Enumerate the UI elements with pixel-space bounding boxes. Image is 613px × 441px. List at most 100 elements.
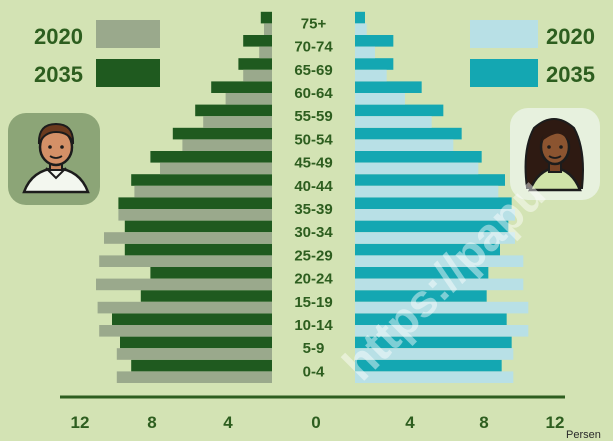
age-labels-group: 0-4 5-9 10-14 15-19 20-24 25-29 30-34 35-39 40-4… — [294, 15, 333, 380]
bar-right-2020-5-9 — [355, 348, 514, 360]
bar-right-2035-40-44 — [355, 174, 505, 186]
bar-left-2035-50-54 — [172, 127, 272, 140]
x-tick-label-2: 4 — [223, 413, 233, 432]
right-bars-group — [355, 11, 529, 383]
x-tick-label-0: 12 — [71, 413, 90, 432]
bar-left-2020-60-64 — [225, 93, 272, 105]
bar-left-2020-65-69 — [243, 69, 272, 82]
bar-left-2020-25-29 — [99, 255, 272, 267]
bar-right-2020-35-39 — [355, 209, 515, 221]
age-label-50-54: 50-54 — [294, 131, 333, 148]
bar-left-2035-35-39 — [118, 197, 273, 209]
bar-right-2020-20-24 — [355, 278, 524, 291]
bar-right-2035-15-19 — [355, 290, 487, 302]
bar-left-2035-75plus — [260, 11, 272, 24]
legend-right: 2020 2035 — [470, 20, 595, 87]
bar-left-2035-20-24 — [150, 267, 272, 279]
bar-right-2035-55-59 — [355, 104, 444, 117]
bar-right-2035-35-39 — [355, 197, 512, 209]
bar-left-2020-75plus — [264, 23, 272, 35]
age-label-20-24: 20-24 — [294, 271, 333, 288]
legend-right-label-2035: 2035 — [546, 62, 595, 87]
bar-left-2035-5-9 — [120, 336, 272, 349]
x-tick-label-4: 4 — [405, 413, 415, 432]
age-label-40-44: 40-44 — [294, 178, 333, 195]
legend-left-label-2035: 2035 — [34, 62, 83, 87]
bar-right-2020-0-4 — [355, 371, 514, 383]
bar-left-2035-25-29 — [124, 243, 272, 256]
bar-left-2020-55-59 — [203, 116, 272, 128]
bar-left-2035-60-64 — [211, 81, 272, 93]
bar-left-2035-30-34 — [124, 220, 272, 233]
legend-left: 2020 2035 — [34, 20, 160, 87]
bar-right-2035-45-49 — [355, 151, 482, 163]
age-label-25-29: 25-29 — [294, 247, 332, 264]
bar-left-2020-40-44 — [134, 185, 272, 198]
x-tick-label-6: 12 — [546, 413, 565, 432]
x-ticks-group: 12 8 4 0 4 8 12 — [71, 413, 565, 432]
age-label-65-69: 65-69 — [294, 62, 332, 79]
age-label-5-9: 5-9 — [303, 340, 325, 357]
bar-right-2035-70-74 — [355, 35, 394, 47]
legend-right-label-2020: 2020 — [546, 24, 595, 49]
bar-right-2035-65-69 — [355, 58, 394, 70]
bar-left-2020-30-34 — [104, 232, 272, 244]
legend-right-swatch-2020 — [470, 20, 538, 48]
x-axis-unit-label: Persen — [566, 429, 601, 441]
bar-right-2020-30-34 — [355, 232, 515, 244]
bar-right-2035-60-64 — [355, 81, 422, 93]
bar-right-2035-20-24 — [355, 267, 489, 279]
bar-right-2035-5-9 — [355, 336, 512, 349]
bar-left-2020-20-24 — [96, 278, 272, 291]
age-label-70-74: 70-74 — [294, 39, 333, 56]
age-label-10-14: 10-14 — [294, 317, 333, 334]
legend-left-label-2020: 2020 — [34, 24, 83, 49]
bar-left-2020-35-39 — [118, 209, 273, 221]
bar-right-2020-10-14 — [355, 325, 529, 337]
bar-left-2035-45-49 — [150, 151, 272, 163]
age-label-15-19: 15-19 — [294, 294, 332, 311]
age-label-0-4: 0-4 — [303, 363, 325, 380]
bar-left-2035-0-4 — [131, 359, 272, 372]
bar-right-2020-65-69 — [355, 69, 387, 82]
bar-left-2020-70-74 — [259, 46, 272, 59]
legend-left-swatch-2020 — [96, 20, 160, 48]
bar-left-2020-5-9 — [116, 348, 272, 360]
bar-right-2020-75plus — [355, 23, 367, 35]
bar-right-2035-10-14 — [355, 313, 507, 325]
bar-left-2020-10-14 — [99, 325, 272, 337]
bar-left-2035-15-19 — [140, 290, 272, 302]
bar-right-2020-60-64 — [355, 93, 405, 105]
bar-left-2020-0-4 — [116, 371, 272, 383]
x-tick-label-3: 0 — [311, 413, 320, 432]
x-tick-label-5: 8 — [479, 413, 488, 432]
bar-right-2035-50-54 — [355, 127, 462, 140]
bar-right-2020-70-74 — [355, 46, 375, 59]
age-label-60-64: 60-64 — [294, 85, 333, 102]
age-label-35-39: 35-39 — [294, 201, 332, 218]
bar-right-2020-45-49 — [355, 162, 479, 175]
bar-right-2020-15-19 — [355, 301, 529, 314]
bar-right-2020-50-54 — [355, 139, 454, 151]
bar-left-2035-10-14 — [112, 313, 272, 325]
bar-right-2035-25-29 — [355, 243, 500, 256]
bar-left-2020-15-19 — [97, 301, 272, 314]
bar-right-2020-55-59 — [355, 116, 432, 128]
age-label-30-34: 30-34 — [294, 224, 333, 241]
bar-right-2035-75plus — [355, 11, 365, 24]
bar-left-2035-65-69 — [238, 58, 272, 70]
left-bars-group — [96, 11, 273, 383]
bar-left-2035-40-44 — [131, 174, 272, 186]
man-avatar-icon — [8, 113, 100, 205]
bar-left-2035-70-74 — [243, 35, 272, 47]
x-tick-label-1: 8 — [147, 413, 156, 432]
bar-right-2020-40-44 — [355, 185, 499, 198]
age-label-75plus: 75+ — [301, 15, 327, 32]
legend-left-swatch-2035 — [96, 59, 160, 87]
bar-left-2020-45-49 — [160, 162, 272, 175]
bar-right-2035-0-4 — [355, 359, 502, 372]
bar-left-2020-50-54 — [182, 139, 272, 151]
age-label-55-59: 55-59 — [294, 108, 332, 125]
